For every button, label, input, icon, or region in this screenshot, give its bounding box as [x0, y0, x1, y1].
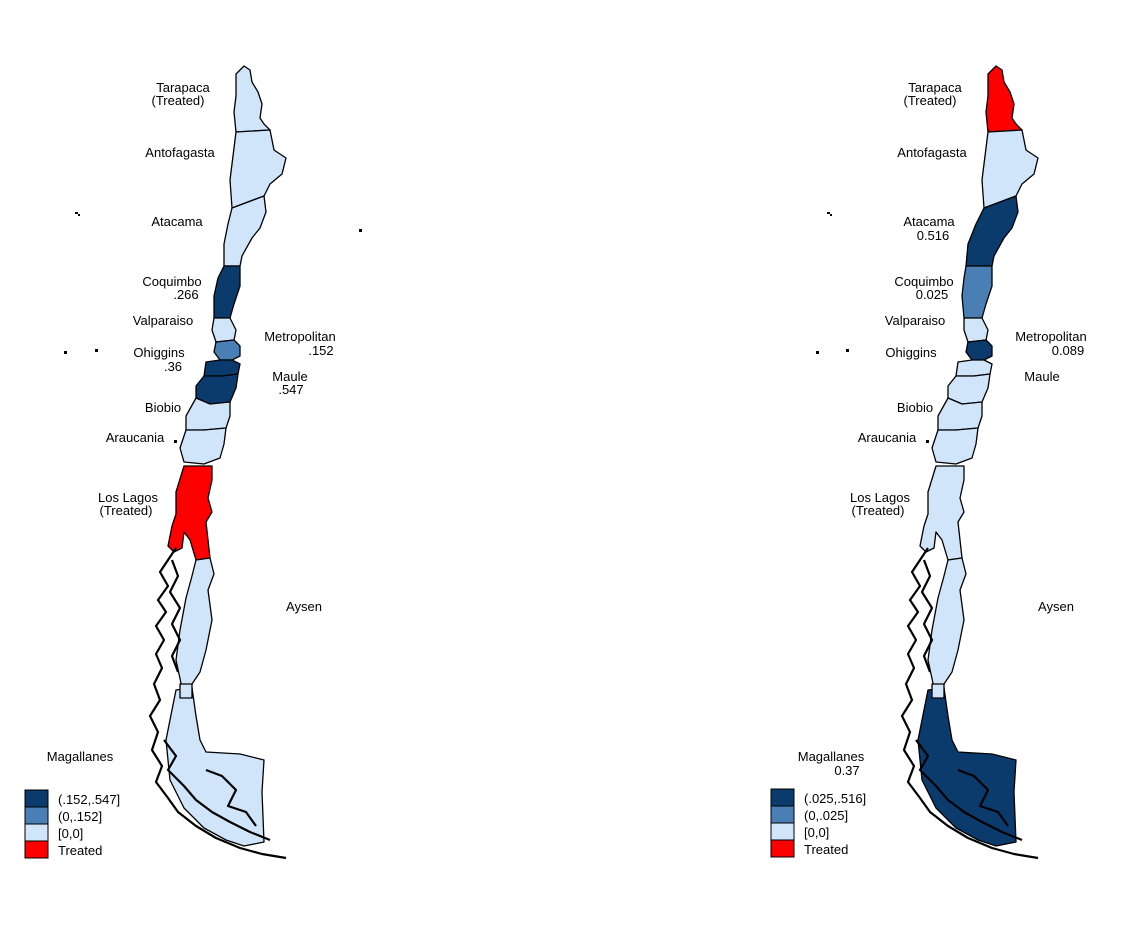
label-magallanes-value: 0.37	[834, 763, 859, 778]
coastline	[148, 547, 287, 860]
region-ohiggins	[955, 359, 993, 377]
coastline	[900, 547, 1039, 860]
region-araucania	[931, 427, 979, 465]
label-antofagasta: Antofagasta	[145, 145, 215, 160]
legend-swatch	[24, 823, 49, 842]
label-metropolitan: Metropolitan	[264, 329, 336, 344]
legend-label: (0,.025]	[804, 808, 848, 823]
label-araucania: Araucania	[106, 430, 165, 445]
region-aysen	[175, 557, 215, 689]
islets	[64, 212, 362, 443]
region-araucania	[179, 427, 227, 465]
region-valparaiso	[211, 317, 237, 343]
label-metropolitan-value: 0.089	[1052, 343, 1085, 358]
label-coquimbo: Coquimbo	[142, 274, 201, 289]
label-araucania: Araucania	[858, 430, 917, 445]
region-biobio	[185, 397, 231, 431]
label-aysen: Aysen	[1038, 599, 1074, 614]
legend-left: (.152,.547] (0,.152] [0,0] Treated	[24, 789, 120, 859]
label-tarapaca: Tarapaca	[908, 80, 962, 95]
label-loslagos: Los Lagos	[850, 490, 910, 505]
region-loslagos	[167, 465, 213, 561]
region-metropolitan	[213, 339, 241, 361]
region-aysen-enclave	[931, 683, 945, 699]
map-right: Tarapaca (Treated) Antofagasta Atacama 0…	[770, 65, 1087, 860]
legend-swatch	[770, 788, 795, 807]
legend-label: (0,.152]	[58, 809, 102, 824]
label-ohiggins: Ohiggins	[885, 345, 937, 360]
label-atacama: Atacama	[903, 214, 955, 229]
label-antofagasta: Antofagasta	[897, 145, 967, 160]
label-aysen: Aysen	[286, 599, 322, 614]
region-coquimbo	[961, 265, 993, 319]
legend-label: [0,0]	[58, 826, 83, 841]
legend-swatch	[770, 805, 795, 824]
legend-label: (.025,.516]	[804, 791, 866, 806]
region-magallanes	[917, 687, 1017, 847]
label-loslagos-note: (Treated)	[852, 503, 905, 518]
label-atacama: Atacama	[151, 214, 203, 229]
map-left: Tarapaca (Treated) Antofagasta Atacama C…	[24, 65, 362, 860]
label-loslagos-note: (Treated)	[100, 503, 153, 518]
label-metropolitan: Metropolitan	[1015, 329, 1087, 344]
legend-right: (.025,.516] (0,.025] [0,0] Treated	[770, 788, 866, 858]
label-coquimbo-value: .266	[173, 287, 198, 302]
legend-label: (.152,.547]	[58, 792, 120, 807]
region-valparaiso	[963, 317, 989, 343]
region-antofagasta	[229, 129, 287, 209]
label-coquimbo-value: 0.025	[916, 287, 949, 302]
region-antofagasta	[981, 129, 1039, 209]
region-magallanes	[165, 687, 265, 847]
label-tarapaca-note: (Treated)	[904, 93, 957, 108]
label-valparaiso: Valparaiso	[885, 313, 945, 328]
label-maule: Maule	[272, 369, 307, 384]
region-maule	[947, 373, 991, 405]
legend-swatch	[24, 789, 49, 808]
label-valparaiso: Valparaiso	[133, 313, 193, 328]
islets	[816, 212, 929, 443]
label-metropolitan-value: .152	[308, 343, 333, 358]
label-coquimbo: Coquimbo	[894, 274, 953, 289]
label-magallanes: Magallanes	[47, 749, 114, 764]
legend-swatch	[24, 806, 49, 825]
legend-label: [0,0]	[804, 825, 829, 840]
label-magallanes: Magallanes	[798, 749, 865, 764]
legend-swatch	[24, 840, 49, 859]
legend-swatch	[770, 839, 795, 858]
legend-label: Treated	[58, 843, 102, 858]
label-biobio: Biobio	[897, 400, 933, 415]
region-coquimbo	[213, 265, 241, 319]
legend-label: Treated	[804, 842, 848, 857]
region-tarapaca	[985, 65, 1023, 133]
region-shapes	[917, 65, 1039, 847]
region-atacama	[223, 195, 267, 267]
label-loslagos: Los Lagos	[98, 490, 158, 505]
label-ohiggins: Ohiggins	[133, 345, 185, 360]
region-aysen	[927, 557, 967, 689]
legend-swatch	[770, 822, 795, 841]
region-metropolitan	[965, 339, 993, 361]
region-labels: Tarapaca (Treated) Antofagasta Atacama 0…	[798, 80, 1087, 778]
region-atacama	[965, 195, 1019, 267]
region-labels: Tarapaca (Treated) Antofagasta Atacama C…	[47, 80, 336, 764]
region-maule	[195, 373, 239, 405]
label-maule-value: .547	[278, 382, 303, 397]
label-ohiggins-value: .36	[164, 359, 182, 374]
label-maule: Maule	[1024, 369, 1059, 384]
label-tarapaca: Tarapaca	[156, 80, 210, 95]
region-shapes	[165, 65, 287, 847]
region-ohiggins	[203, 359, 241, 377]
label-atacama-value: 0.516	[917, 228, 950, 243]
region-biobio	[937, 397, 983, 431]
region-loslagos	[919, 465, 965, 561]
region-aysen-enclave	[179, 683, 193, 699]
region-tarapaca	[233, 65, 271, 133]
label-tarapaca-note: (Treated)	[152, 93, 205, 108]
label-biobio: Biobio	[145, 400, 181, 415]
